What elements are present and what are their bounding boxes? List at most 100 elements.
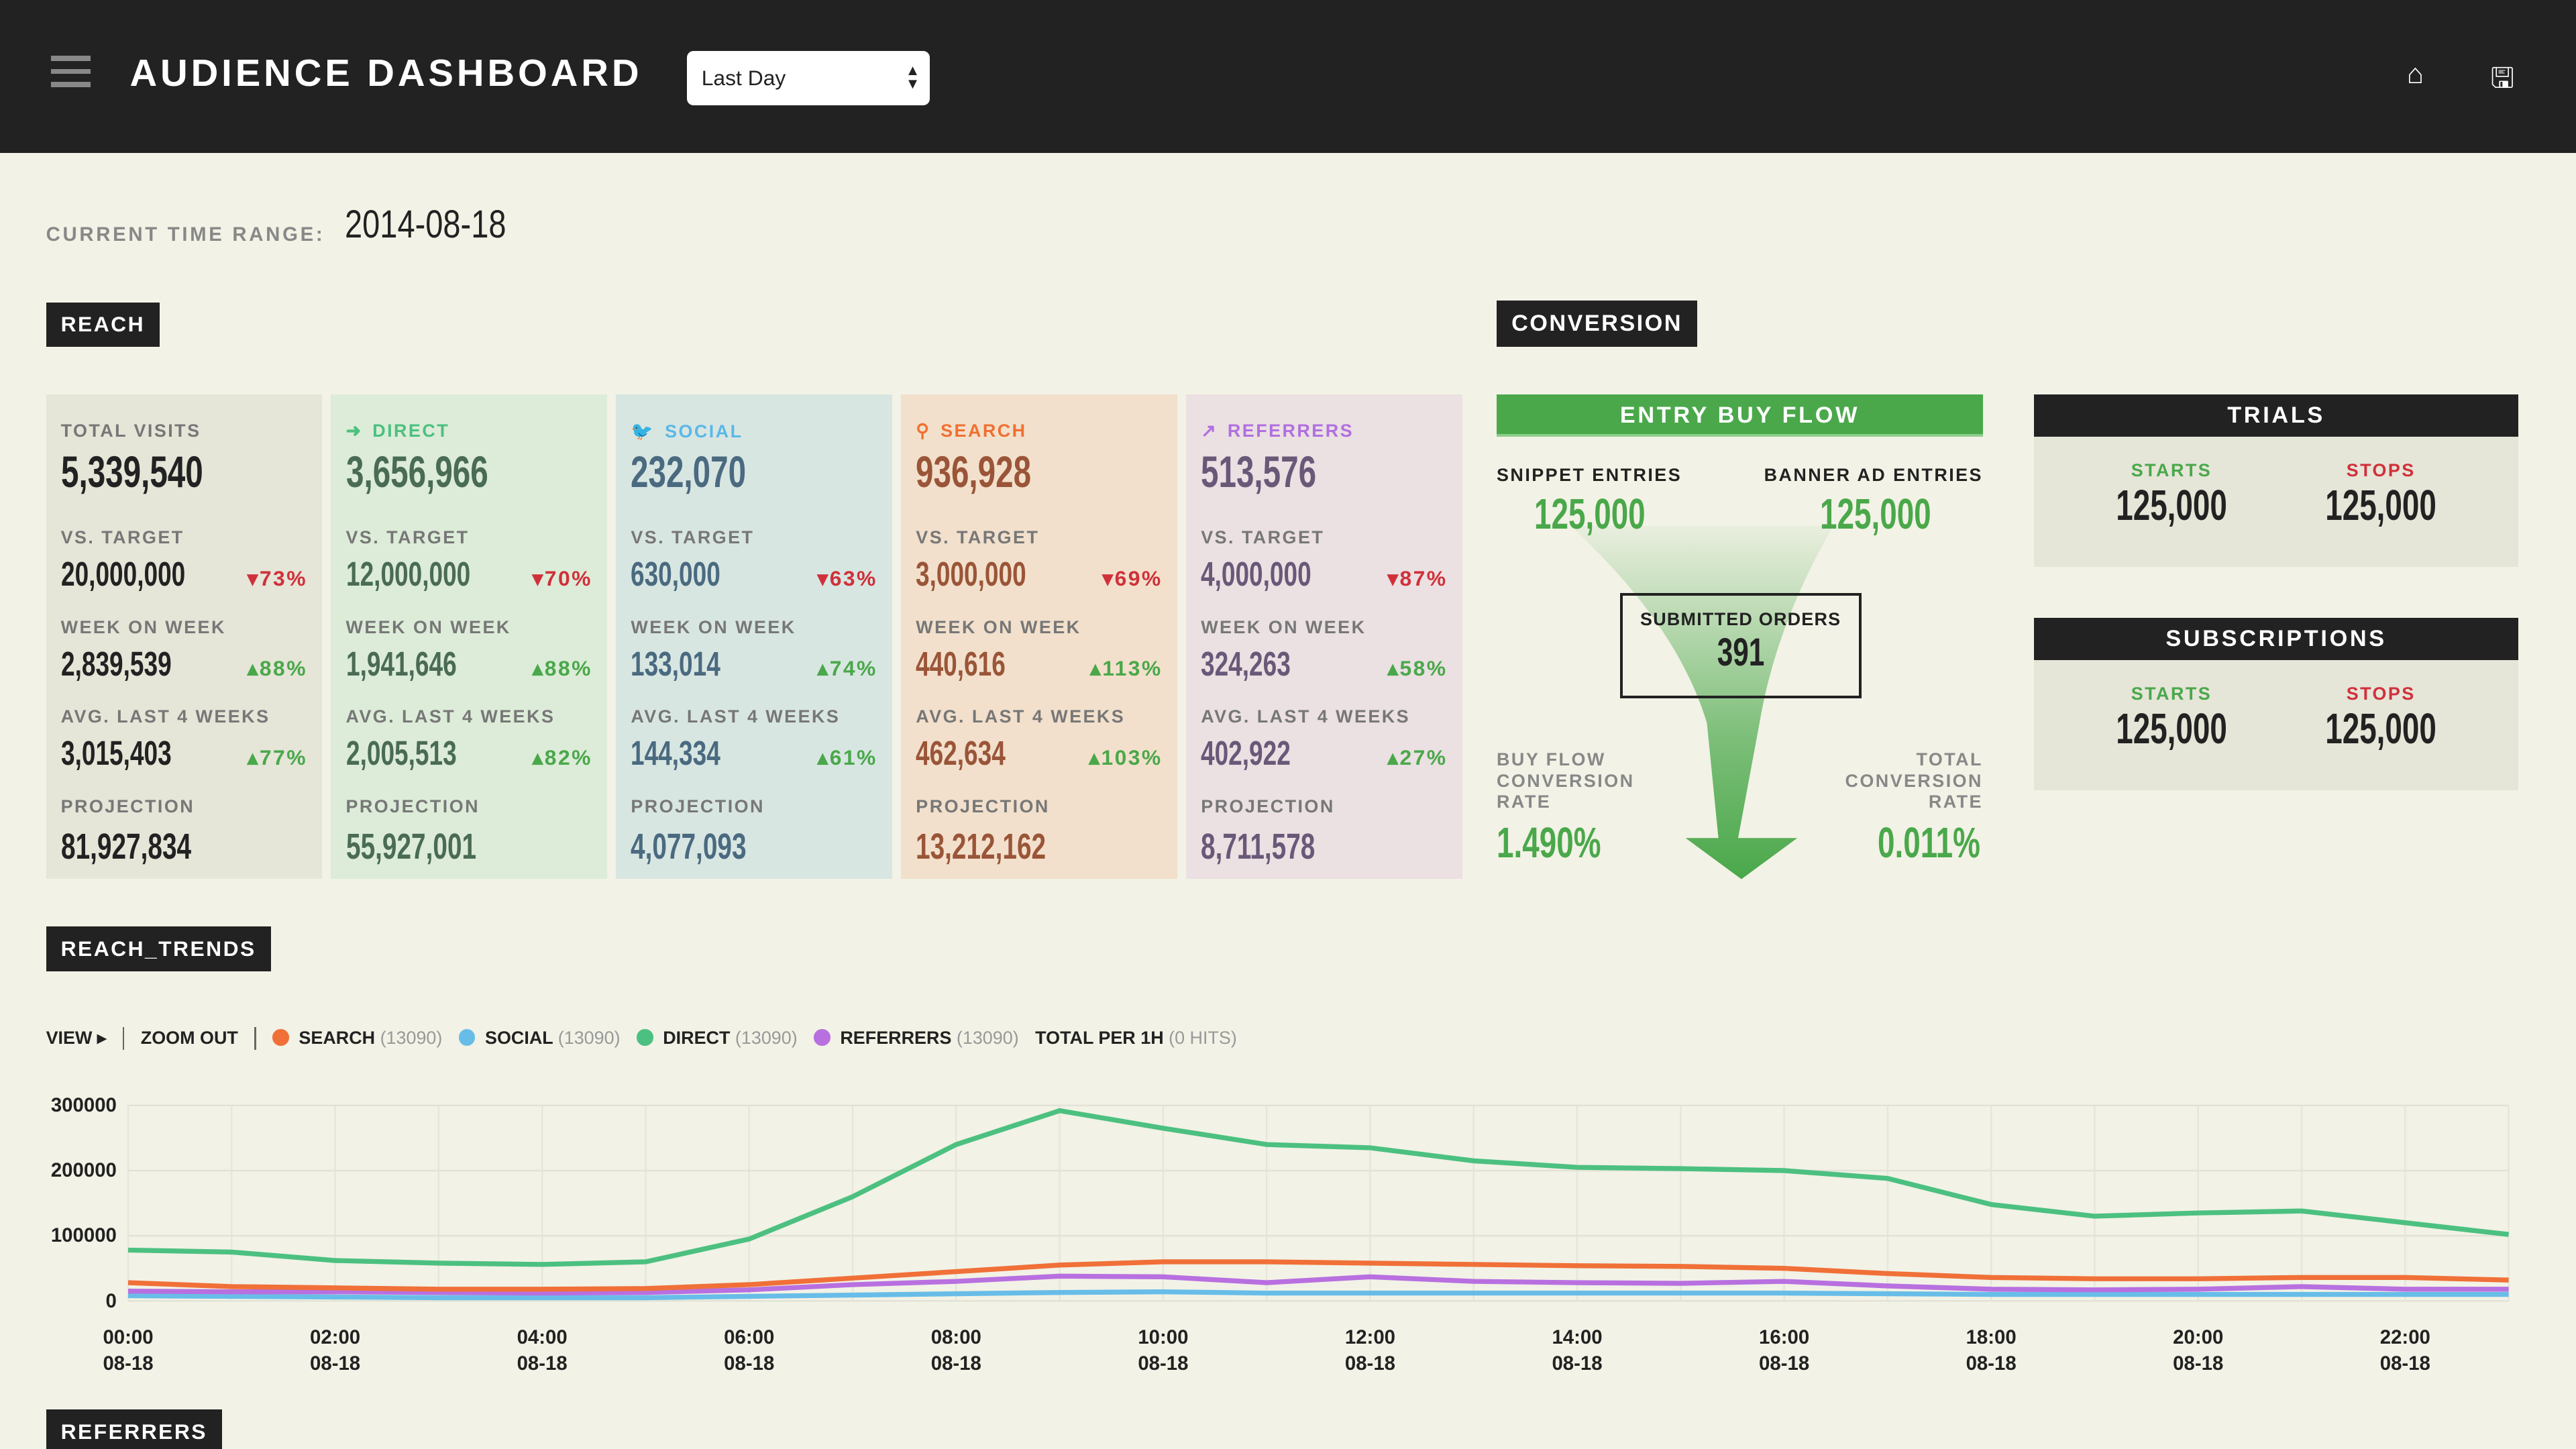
x-tick-label: 00:00 08-18 — [103, 1326, 154, 1375]
vs-target-value: 20,000,000 — [60, 554, 185, 594]
avg4-value: 2,005,513 — [345, 733, 457, 773]
subscriptions-heading: SUBSCRIPTIONS — [2033, 617, 2519, 661]
projection-value: 8,711,578 — [1201, 826, 1316, 867]
save-icon[interactable]: 🖫 — [2490, 61, 2515, 93]
avg4-label: AVG. LAST 4 WEEKS — [916, 706, 1126, 727]
projection-label: PROJECTION — [1201, 796, 1335, 816]
subscriptions-starts-label: STARTS — [2131, 683, 2212, 704]
legend-direct[interactable]: DIRECT (13090) — [637, 1028, 798, 1049]
total-rate-label: TOTAL CONVERSION RATE — [1845, 749, 1983, 812]
avg4-pct: ▴61% — [817, 745, 877, 770]
x-tick-label: 12:00 08-18 — [1344, 1326, 1396, 1375]
entry-buy-flow-header: ENTRY BUY FLOW — [1497, 394, 1983, 437]
x-tick-label: 18:00 08-18 — [1966, 1326, 2017, 1375]
avg4-value: 462,634 — [916, 733, 1006, 773]
vs_target-pct: ▾87% — [1387, 566, 1448, 591]
x-tick-label: 06:00 08-18 — [724, 1326, 775, 1375]
avg4-label: AVG. LAST 4 WEEKS — [345, 706, 555, 727]
wow-value: 2,839,539 — [60, 643, 172, 683]
card-total: 3,656,966 — [345, 447, 488, 498]
projection-value: 13,212,162 — [916, 826, 1046, 867]
projection-value: 55,927,001 — [345, 826, 476, 867]
submitted-orders-value: 391 — [1717, 630, 1765, 674]
time-range-select[interactable]: Last Day ▲ ▼ — [686, 50, 930, 105]
view-button[interactable]: VIEW ▸ — [46, 1028, 107, 1049]
projection-label: PROJECTION — [631, 796, 765, 816]
card-icon: 🐦 — [631, 421, 655, 441]
x-tick-label: 08:00 08-18 — [930, 1326, 981, 1375]
legend-social[interactable]: SOCIAL (13090) — [458, 1028, 621, 1049]
vs_target-pct: ▾70% — [532, 566, 592, 591]
total-per-hour: TOTAL PER 1H (0 HITS) — [1035, 1028, 1237, 1049]
avg4-label: AVG. LAST 4 WEEKS — [631, 706, 841, 727]
y-tick-label: 100000 — [50, 1224, 117, 1247]
vs-target-label: VS. TARGET — [631, 527, 755, 548]
total-rate-value: 0.011% — [1878, 818, 1981, 867]
card-label: TOTAL VISITS — [60, 420, 201, 441]
subscriptions-panel: SUBSCRIPTIONS STARTS 125,000 STOPS 125,000 — [2033, 617, 2519, 790]
wow-label: WEEK ON WEEK — [60, 616, 226, 637]
avg4-pct: ▴103% — [1089, 745, 1163, 770]
wow-pct: ▴88% — [247, 655, 307, 680]
home-icon[interactable]: ⌂ — [2406, 57, 2424, 89]
legend-dot-icon — [637, 1029, 653, 1046]
legend-search[interactable]: SEARCH (13090) — [272, 1028, 442, 1049]
wow-value: 324,263 — [1201, 643, 1291, 683]
wow-label: WEEK ON WEEK — [916, 616, 1081, 637]
series-line-direct — [127, 1108, 2510, 1267]
vs-target-value: 12,000,000 — [345, 554, 470, 594]
vs-target-value: 630,000 — [631, 554, 721, 594]
wow-label: WEEK ON WEEK — [631, 616, 796, 637]
series-line-search — [127, 1259, 2509, 1292]
card-icon: ➜ — [345, 420, 363, 441]
avg4-value: 144,334 — [631, 733, 721, 773]
vs_target-pct: ▾69% — [1102, 566, 1163, 591]
legend-dot-icon — [272, 1029, 289, 1046]
wow-pct: ▴88% — [532, 655, 592, 680]
conversion-heading: CONVERSION — [1497, 301, 1697, 347]
vs-target-value: 3,000,000 — [916, 554, 1026, 594]
avg4-value: 402,922 — [1201, 733, 1291, 773]
chart-legend: VIEW ▸ ZOOM OUT SEARCH (13090) SOCIAL (13… — [46, 1026, 1237, 1050]
legend-referrers[interactable]: REFERRERS (13090) — [814, 1028, 1019, 1049]
x-tick-label: 14:00 08-18 — [1552, 1326, 1603, 1375]
app-title: AUDIENCE DASHBOARD — [129, 51, 643, 94]
avg4-pct: ▴77% — [247, 745, 307, 770]
menu-icon[interactable] — [50, 56, 91, 95]
trials-stops-value: 125,000 — [2325, 481, 2437, 529]
projection-label: PROJECTION — [345, 796, 480, 816]
buy-flow-rate-label: BUY FLOW CONVERSION RATE — [1497, 749, 1635, 812]
x-tick-label: 22:00 08-18 — [2379, 1326, 2430, 1375]
time-range-value: 2014-08-18 — [345, 203, 506, 247]
wow-value: 440,616 — [916, 643, 1006, 683]
snippet-entries-label: SNIPPET ENTRIES — [1497, 465, 1682, 486]
trials-panel: TRIALS STARTS 125,000 STOPS 125,000 — [2033, 394, 2519, 567]
trials-heading: TRIALS — [2033, 394, 2519, 437]
subscriptions-stops-label: STOPS — [2346, 683, 2416, 704]
zoom-out-button[interactable]: ZOOM OUT — [140, 1028, 238, 1049]
card-icon: ↗ — [1201, 420, 1218, 441]
x-tick-label: 16:00 08-18 — [1759, 1326, 1810, 1375]
vs-target-label: VS. TARGET — [345, 527, 470, 548]
reach-card-direct: ➜ DIRECT 3,656,966 VS. TARGET 12,000,000 ▾… — [331, 394, 607, 879]
card-label: ➜ DIRECT — [345, 420, 450, 441]
card-label: ↗ REFERRERS — [1201, 420, 1354, 441]
avg4-pct: ▴27% — [1387, 745, 1448, 770]
projection-value: 81,927,834 — [60, 826, 191, 867]
card-icon: ⚲ — [916, 420, 931, 441]
reach-trends-heading: REACH_TRENDS — [46, 926, 271, 971]
wow-pct: ▴113% — [1089, 655, 1163, 680]
reach-card-total-visits: TOTAL VISITS 5,339,540 VS. TARGET 20,000… — [46, 394, 322, 879]
card-total: 936,928 — [916, 447, 1032, 498]
avg4-label: AVG. LAST 4 WEEKS — [60, 706, 270, 727]
projection-label: PROJECTION — [916, 796, 1050, 816]
y-tick-label: 0 — [105, 1289, 117, 1312]
divider — [122, 1026, 125, 1050]
referrers-heading: REFERRERS — [46, 1409, 222, 1449]
y-tick-label: 200000 — [50, 1159, 117, 1182]
select-arrows-icon: ▲ ▼ — [905, 62, 920, 93]
projection-value: 4,077,093 — [631, 826, 747, 867]
trials-starts-value: 125,000 — [2116, 481, 2227, 529]
vs_target-pct: ▾63% — [817, 566, 877, 591]
card-total: 5,339,540 — [60, 447, 203, 498]
